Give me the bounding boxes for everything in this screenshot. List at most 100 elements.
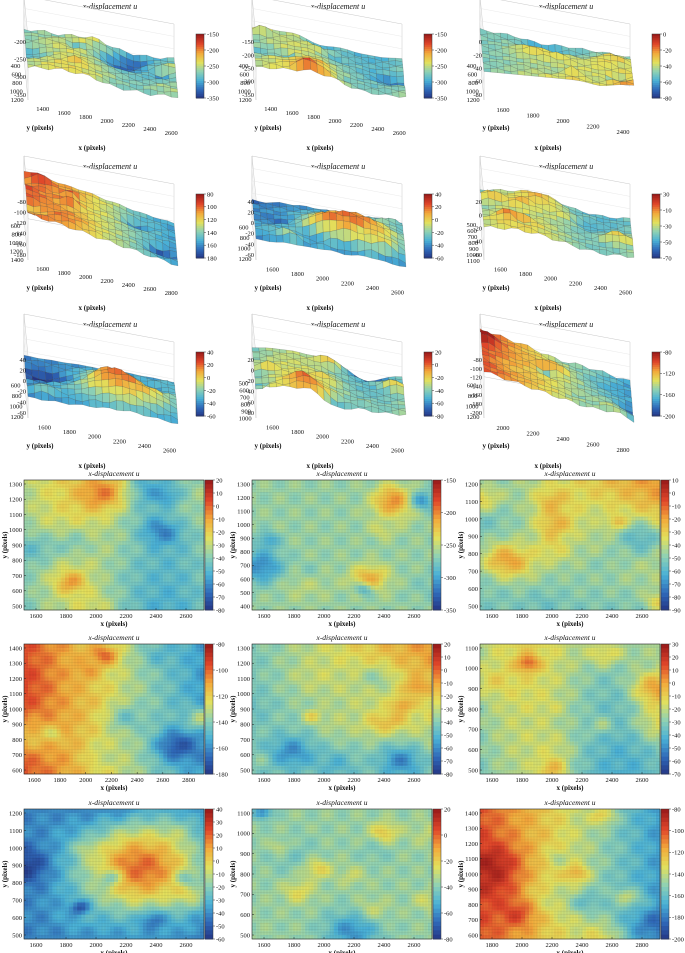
y-tick-label: 400 <box>240 603 250 610</box>
y-axis-label: y (pixels) <box>457 531 465 559</box>
z-tick-label: -160 <box>470 392 482 399</box>
y-tick-label: 800 <box>12 558 22 565</box>
x-tick-label: 2200 <box>576 613 589 620</box>
mesh-grid <box>479 479 661 611</box>
colorbar-tick-label: -120 <box>663 371 675 378</box>
y-tick-label: 500 <box>240 590 250 597</box>
z-tick-label: 20 <box>476 199 483 206</box>
panel-title: x-displacement u <box>315 469 367 478</box>
x-axis-label: x (pixels) <box>306 144 334 152</box>
y-tick-label: 600 <box>468 586 478 593</box>
x-tick-label: 1800 <box>288 942 301 949</box>
colorbar-tick-label: -40 <box>207 401 216 408</box>
y-tick-label: 1300 <box>237 645 250 652</box>
colorbar-tick-label: 20 <box>444 641 451 648</box>
colorbar-tick-label: -120 <box>216 693 228 700</box>
y-axis-label: y (pixels) <box>229 695 237 723</box>
y-tick-label: 1000 <box>465 516 478 523</box>
x-axis-label: x (pixels) <box>306 462 334 470</box>
x-tick-label: 2000 <box>546 613 559 620</box>
y-tick-label: 600 <box>12 767 22 774</box>
y-tick-label: 1200 <box>11 97 24 104</box>
x-tick-label: 2000 <box>90 613 103 620</box>
y-tick-label: 400 <box>11 63 21 70</box>
panel-title: x-displacement u <box>82 320 137 329</box>
z-tick-label: -180 <box>14 252 26 259</box>
x-axis-label: x (pixels) <box>306 304 334 312</box>
colorbar-tick-label: -60 <box>435 401 444 408</box>
heatmap-panel-8: x-displacement u 1600 1800 2000 2200 2400 2600… <box>229 798 453 953</box>
x-tick-label: 2000 <box>79 274 92 281</box>
colorbar-tick-label: 10 <box>216 490 223 497</box>
colorbar-tick-label: -250 <box>207 63 219 70</box>
x-axis-label: x (pixels) <box>556 784 584 792</box>
x-tick-label: 1600 <box>36 266 49 273</box>
x-tick-label: 1600 <box>486 613 499 620</box>
colorbar-tick-label: -350 <box>207 95 219 102</box>
y-tick-label: 1100 <box>9 828 22 835</box>
colorbar-tick-label: -10 <box>216 871 225 878</box>
mesh-grid <box>479 808 661 940</box>
surface-panel-9: x-displacement u-80-100-120-140-160-180-… <box>466 313 675 470</box>
colorbar-tick-label: 120 <box>207 217 217 224</box>
colorbar-tick-label: -80 <box>444 771 453 778</box>
x-tick-label: 1800 <box>79 114 92 121</box>
x-tick-label: 1800 <box>54 777 67 784</box>
y-tick-label: 1000 <box>237 691 250 698</box>
y-tick-label: 800 <box>240 722 250 729</box>
colorbar-tick-label: -50 <box>663 239 672 246</box>
surface-panel-4: x-displacement u-80-100-120-140-160-1801… <box>9 155 217 312</box>
x-tick-label: 1600 <box>28 777 41 784</box>
z-tick-label: -40 <box>473 65 482 72</box>
x-tick-label: 1800 <box>291 271 304 278</box>
colorbar-tick-label: 0 <box>444 832 447 839</box>
x-tick-label: 2600 <box>587 442 600 449</box>
colorbar-tick-label: -50 <box>444 732 453 739</box>
x-axis-label: x (pixels) <box>534 462 562 470</box>
y-tick-label: 1400 <box>465 810 478 817</box>
y-tick-label: 1300 <box>465 826 478 833</box>
x-tick-label: 2400 <box>378 942 391 949</box>
z-tick-label: -120 <box>470 375 482 382</box>
colorbar-tick-label: -140 <box>672 871 684 878</box>
y-axis-label: y (pixels) <box>1 695 9 723</box>
panel-title: x-displacement u <box>543 798 595 807</box>
x-tick-label: 1800 <box>60 942 73 949</box>
x-tick-label: 2600 <box>391 290 404 297</box>
y-tick-label: 1100 <box>237 676 250 683</box>
y-axis-label: y (pixels) <box>254 442 282 450</box>
panel-title: x-displacement u <box>87 798 139 807</box>
x-tick-label: 2400 <box>576 942 589 949</box>
x-tick-label: 1800 <box>307 114 320 121</box>
heatmap-panel-6: x-displacement u 1600 1800 2000 2200 2400 2600… <box>457 633 681 792</box>
colorbar-tick-label: -200 <box>663 413 675 420</box>
y-tick-label: 600 <box>240 576 250 583</box>
y-tick-label: 1000 <box>237 831 250 838</box>
y-tick-label: 900 <box>468 534 478 541</box>
y-tick-label: 800 <box>240 80 250 87</box>
y-axis-label: y (pixels) <box>482 124 510 132</box>
colorbar-tick-label: -20 <box>672 706 681 713</box>
y-tick-label: 900 <box>468 686 478 693</box>
colorbar-tick-label: 10 <box>672 667 679 674</box>
x-tick-label: 2600 <box>619 290 632 297</box>
colorbar-tick-label: -20 <box>216 529 225 536</box>
colorbar: 30 20 10 0 -10 -20 -30 -40 -50 -60 -70 <box>660 641 681 778</box>
x-tick-label: 2400 <box>122 282 135 289</box>
x-tick-label: 2600 <box>393 130 406 137</box>
colorbar-tick-label: -60 <box>672 568 681 575</box>
y-tick-label: 600 <box>12 915 22 922</box>
x-tick-label: 1600 <box>486 777 499 784</box>
x-tick-label: 2000 <box>497 425 510 432</box>
colorbar: 80 100 120 140 160 180 <box>195 191 217 262</box>
panel-title: x-displacement u <box>315 633 367 642</box>
y-tick-label: 800 <box>468 902 478 909</box>
z-tick-label: -350 <box>242 92 254 99</box>
z-tick-label: 0 <box>479 212 482 219</box>
colorbar-tick-label: -150 <box>435 31 447 38</box>
y-tick-label: 700 <box>240 737 250 744</box>
colorbar-tick-label: -100 <box>216 667 228 674</box>
x-axis-label: x (pixels) <box>534 304 562 312</box>
z-tick-label: -180 <box>470 401 482 408</box>
y-tick-label: 1300 <box>9 481 22 488</box>
